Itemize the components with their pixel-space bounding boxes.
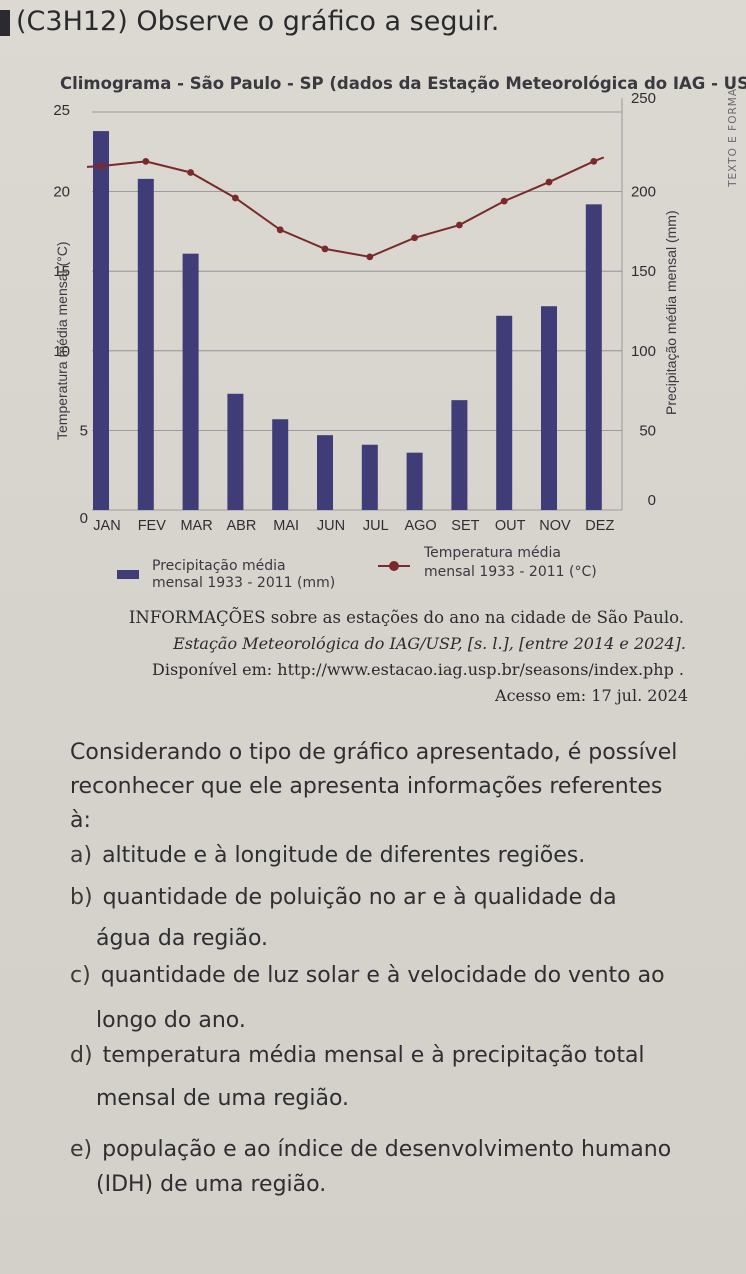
precip-bar-dez: [585, 204, 602, 510]
x-tick-labels: JAN FEV MAR ABR MAI JUN JUL AGO SET OUT NOV DEZ: [93, 518, 614, 534]
option-c[interactable]: c) quantidade de luz solar e à velocidade…: [70, 958, 665, 994]
option-c-text: quantidade de luz solar e à velocidade d…: [100, 963, 665, 988]
right-tick-250: 250: [631, 90, 656, 107]
option-a-text: altitude e à longitude de diferentes reg…: [102, 843, 586, 868]
temp-point-fev: [142, 157, 150, 165]
right-tick-150: 150: [631, 263, 656, 280]
option-e-letter: e): [70, 1137, 93, 1162]
x-tick-nov: NOV: [539, 518, 571, 534]
precip-bar-out: [496, 315, 513, 510]
precip-bar-set: [451, 400, 468, 510]
chart-title: Climograma - São Paulo - SP (dados da Es…: [60, 74, 746, 93]
temp-point-nov: [545, 178, 553, 186]
publisher-side-text: TEXTO E FORMA: [727, 88, 739, 187]
temp-point-ago: [411, 234, 418, 242]
x-tick-fev: FEV: [138, 518, 167, 534]
y-axis-right-label: Precipitação média mensal (mm): [663, 210, 679, 415]
right-tick-0: 0: [648, 492, 656, 509]
precip-bar-fev: [137, 178, 154, 510]
option-d[interactable]: d) temperatura média mensal e à precipita…: [70, 1038, 645, 1074]
left-tick-10: 10: [53, 343, 70, 360]
climogram-chart: JAN FEV MAR ABR MAI JUN JUL AGO SET OUT NOV DEZ 0 5 1…: [53, 90, 679, 571]
chart-grid: [92, 98, 623, 511]
legend-line-label: Temperatura média mensal 1933 - 2011 (°C…: [424, 544, 597, 582]
precip-bar-mai: [272, 419, 289, 510]
temp-point-jan: [97, 162, 105, 170]
option-d-letter: d): [70, 1043, 93, 1068]
option-e-text-line2: (IDH) de uma região.: [96, 1172, 327, 1197]
option-d-text: temperatura média mensal e à precipitaçã…: [102, 1043, 645, 1068]
x-tick-mar: MAR: [180, 518, 212, 534]
y-axis-left-label: Temperatura média mensal (°C): [54, 241, 70, 440]
temp-point-mar: [187, 169, 195, 176]
x-tick-jan: JAN: [93, 518, 120, 534]
x-tick-out: OUT: [495, 518, 526, 534]
legend-bar-label-line1: Precipitação média: [152, 558, 286, 574]
precip-bar-jan: [93, 131, 109, 510]
left-tick-5: 5: [80, 422, 88, 439]
question-prompt: Considerando o tipo de gráfico apresenta…: [70, 740, 678, 833]
option-e-text: população e ao índice de desenvolvimento…: [102, 1137, 672, 1162]
source-line-2: Estação Meteorológica do IAG/USP, [s. l.…: [173, 634, 686, 653]
right-tick-50: 50: [639, 422, 656, 439]
option-d-text-line2: mensal de uma região.: [96, 1086, 350, 1111]
option-e[interactable]: e) população e ao índice de desenvolvimen…: [70, 1132, 671, 1168]
option-c-text-line2: longo do ano.: [96, 1008, 246, 1033]
precip-bar-abr: [227, 393, 244, 510]
option-a-letter: a): [70, 843, 93, 868]
x-tick-jun: JUN: [317, 518, 345, 534]
legend-bar-swatch: [117, 570, 139, 579]
x-tick-set: SET: [451, 518, 479, 534]
temp-point-jun: [321, 245, 329, 253]
legend-line-marker: [389, 561, 399, 571]
precip-bar-ago: [406, 452, 423, 510]
question-title: (C3H12) Observe o gráfico a seguir.: [16, 6, 500, 37]
temperature-points: [97, 157, 598, 261]
temp-point-abr: [232, 194, 239, 202]
precip-bar-mar: [182, 253, 199, 511]
temp-point-set: [456, 221, 463, 229]
temp-point-jul: [366, 253, 374, 261]
option-b-text-line2: água da região.: [96, 926, 269, 951]
left-tick-0: 0: [80, 510, 88, 527]
source-line-1: INFORMAÇÕES sobre as estações do ano na …: [128, 608, 684, 627]
option-a[interactable]: a) altitude e à longitude de diferentes r…: [70, 838, 585, 874]
precip-bar-nov: [541, 306, 557, 510]
option-c-letter: c): [70, 963, 91, 988]
option-b-text: quantidade de poluição no ar e à qualida…: [102, 885, 617, 910]
left-tick-20: 20: [53, 184, 70, 201]
precipitation-bars: [93, 131, 602, 511]
legend-bar-label: Precipitação média mensal 1933 - 2011 (m…: [152, 558, 335, 592]
x-tick-mai: MAI: [273, 518, 299, 534]
source-line-4: Acesso em: 17 jul. 2024: [495, 686, 688, 705]
precip-bar-jun: [317, 435, 333, 510]
right-tick-100: 100: [631, 343, 656, 360]
source-line-3: Disponível em: http://www.estacao.iag.us…: [152, 660, 684, 679]
x-tick-ago: AGO: [404, 518, 436, 534]
left-tick-15: 15: [53, 263, 70, 280]
temp-point-out: [500, 197, 508, 205]
x-tick-abr: ABR: [226, 518, 256, 534]
temperature-line: [86, 156, 605, 258]
legend-line-label-line2: mensal 1933 - 2011 (°C): [424, 564, 597, 580]
temp-point-mai: [276, 226, 284, 234]
left-tick-labels: 0 5 10 15 20 25: [53, 102, 88, 527]
right-tick-200: 200: [631, 184, 656, 201]
legend-bar-label-line2: mensal 1933 - 2011 (mm): [152, 575, 336, 591]
precip-bar-jul: [361, 444, 378, 510]
x-tick-jul: JUL: [363, 518, 389, 534]
right-tick-labels: 0 50 100 150 200 250: [631, 90, 656, 509]
left-tick-25: 25: [53, 102, 70, 119]
option-b-letter: b): [70, 885, 93, 910]
temp-point-dez: [590, 157, 598, 165]
option-b[interactable]: b) quantidade de poluição no ar e à quali…: [70, 880, 617, 916]
question-marker: [0, 10, 10, 36]
x-tick-dez: DEZ: [585, 518, 614, 534]
legend-line-label-line1: Temperatura média: [424, 545, 562, 561]
